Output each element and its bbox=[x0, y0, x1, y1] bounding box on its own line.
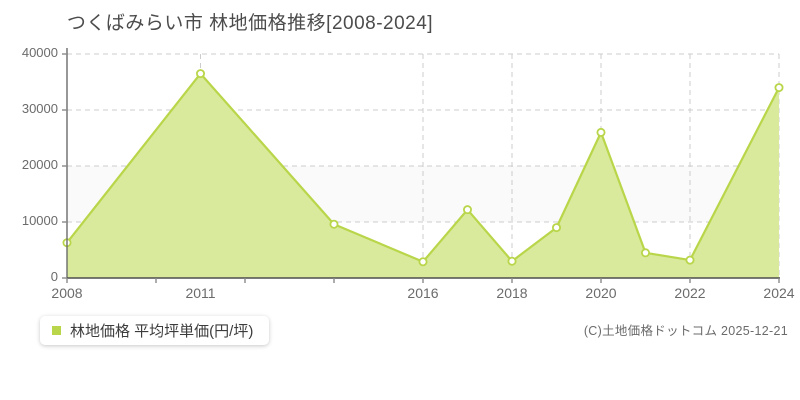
legend-label: 林地価格 平均坪単価(円/坪) bbox=[70, 323, 254, 340]
chart-legend[interactable]: 林地価格 平均坪単価(円/坪) bbox=[40, 316, 270, 345]
x-axis-ticks bbox=[66, 278, 780, 283]
y-axis-tick-label: 20000 bbox=[21, 157, 58, 172]
x-axis-tick-label: 2018 bbox=[496, 285, 528, 301]
copyright-credit: (C)土地価格ドットコム 2025-12-21 bbox=[583, 324, 788, 338]
legend-color-swatch bbox=[52, 326, 61, 335]
y-axis-tick-label: 0 bbox=[50, 269, 58, 284]
y-axis-tick-label: 10000 bbox=[21, 213, 58, 228]
y-axis-tick-label: 30000 bbox=[21, 101, 58, 116]
x-axis-tick-label: 2022 bbox=[674, 285, 706, 301]
x-axis-tick-label: 2020 bbox=[585, 285, 617, 301]
x-axis-tick-label: 2016 bbox=[407, 285, 439, 301]
data-point-markers bbox=[62, 69, 784, 267]
x-axis-tick-label: 2008 bbox=[51, 285, 83, 301]
y-axis-ticks bbox=[62, 53, 67, 279]
page-title: つくばみらい市 林地価格推移[2008-2024] bbox=[66, 13, 434, 34]
y-axis-tick-label: 40000 bbox=[21, 45, 58, 60]
x-axis-tick-label: 2024 bbox=[763, 285, 795, 301]
x-axis-tick-label: 2011 bbox=[185, 285, 216, 301]
